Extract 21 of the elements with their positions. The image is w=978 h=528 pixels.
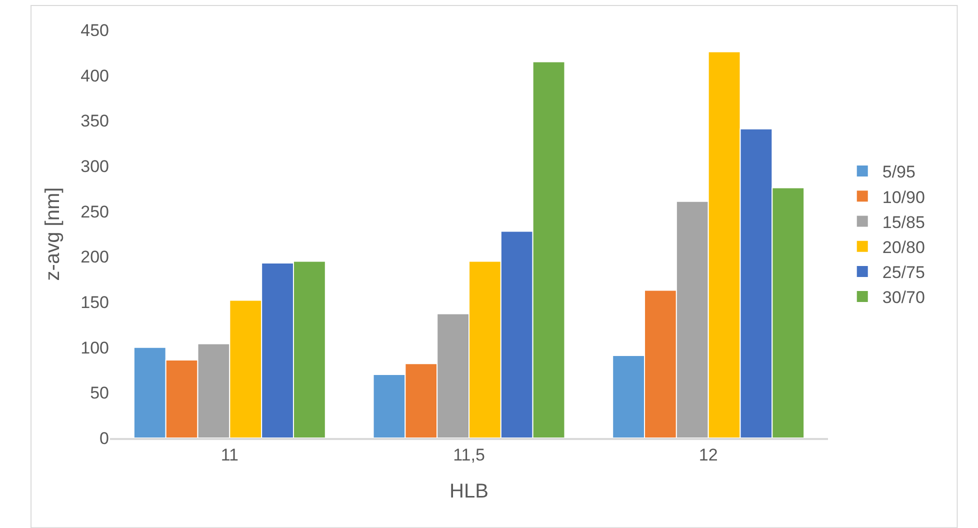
y-tick-label: 100 bbox=[80, 338, 109, 358]
y-tick-label: 150 bbox=[80, 292, 109, 312]
legend-label: 15/85 bbox=[882, 212, 925, 232]
legend-label: 5/95 bbox=[882, 162, 916, 182]
legend-label: 30/70 bbox=[882, 288, 925, 308]
y-axis-title: z-avg [nm] bbox=[42, 187, 64, 281]
y-tick-label: 50 bbox=[90, 384, 109, 403]
legend-label: 20/80 bbox=[882, 238, 925, 257]
y-tick-label: 250 bbox=[80, 202, 109, 222]
y-tick-label: 200 bbox=[80, 248, 109, 267]
x-tick-label: 11 bbox=[220, 445, 238, 464]
y-tick-label: 350 bbox=[80, 112, 109, 131]
x-axis-title: HLB bbox=[450, 480, 488, 502]
y-tick-label: 0 bbox=[100, 428, 109, 448]
legend-label: 10/90 bbox=[882, 188, 925, 207]
legend-label: 25/75 bbox=[882, 263, 925, 282]
y-tick-label: 300 bbox=[80, 156, 109, 176]
y-tick-label: 400 bbox=[80, 66, 109, 86]
x-tick-label: 12 bbox=[698, 445, 718, 464]
x-tick-label: 11,5 bbox=[453, 445, 485, 464]
y-tick-label: 450 bbox=[80, 20, 109, 40]
